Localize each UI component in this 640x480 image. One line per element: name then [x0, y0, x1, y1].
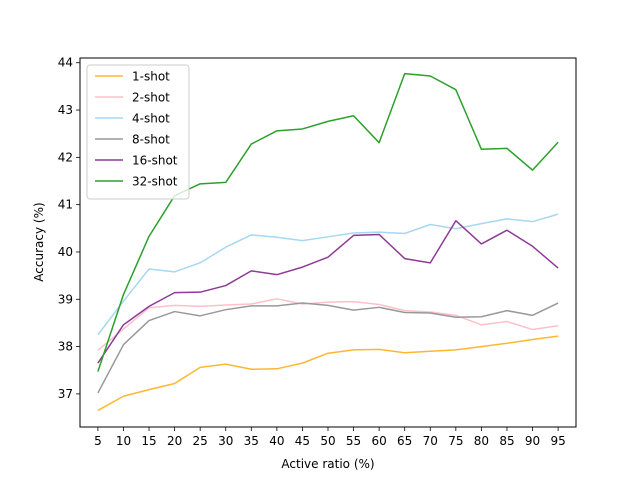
x-axis-title: Active ratio (%)	[281, 457, 374, 471]
x-tick-label: 20	[167, 434, 182, 448]
x-tick-label: 90	[525, 434, 540, 448]
x-tick-label: 85	[499, 434, 514, 448]
series-line-16-shot	[97, 219, 559, 364]
x-tick-label: 25	[193, 434, 208, 448]
x-tick-label: 45	[295, 434, 310, 448]
y-axis-ticks: 37 38 39 40 41 42 43 44	[58, 56, 80, 401]
legend-label-1-shot: 1-shot	[132, 70, 170, 84]
y-tick-label: 40	[58, 245, 73, 259]
x-tick-label: 80	[474, 434, 489, 448]
x-tick-label: 75	[448, 434, 463, 448]
legend-label-8-shot: 8-shot	[132, 133, 170, 147]
y-tick-label: 43	[58, 103, 73, 117]
y-axis-title: Accuracy (%)	[32, 202, 46, 281]
y-tick-label: 44	[58, 56, 73, 70]
legend-box	[86, 64, 190, 200]
legend-label-16-shot: 16-shot	[132, 154, 178, 168]
x-tick-label: 55	[346, 434, 361, 448]
legend-label-2-shot: 2-shot	[132, 91, 170, 105]
legend-label-32-shot: 32-shot	[132, 175, 178, 189]
x-tick-label: 40	[269, 434, 284, 448]
x-tick-label: 5	[94, 434, 102, 448]
x-axis-ticks: 5 10 15 20 25 30 35 40 45 50 55 60 65 70 75 80 85 90 95	[94, 427, 566, 448]
y-tick-label: 37	[58, 387, 73, 401]
x-tick-label: 60	[371, 434, 386, 448]
x-tick-label: 35	[244, 434, 259, 448]
x-tick-label: 70	[423, 434, 438, 448]
series-lines	[97, 72, 559, 412]
y-tick-label: 38	[58, 340, 73, 354]
x-tick-label: 50	[320, 434, 335, 448]
legend-label-4-shot: 4-shot	[132, 112, 170, 126]
series-line-4-shot	[97, 213, 559, 336]
x-tick-label: 65	[397, 434, 412, 448]
series-line-2-shot	[97, 298, 559, 351]
x-tick-label: 95	[550, 434, 565, 448]
series-line-8-shot	[97, 302, 559, 394]
y-tick-label: 42	[58, 150, 73, 164]
x-tick-label: 15	[141, 434, 156, 448]
y-tick-label: 41	[58, 198, 73, 212]
x-tick-label: 30	[218, 434, 233, 448]
series-line-1-shot	[97, 335, 559, 412]
y-tick-label: 39	[58, 292, 73, 306]
legend: 1-shot 2-shot 4-shot 8-shot 16-shot 32-shot	[86, 64, 190, 200]
x-tick-label: 10	[116, 434, 131, 448]
